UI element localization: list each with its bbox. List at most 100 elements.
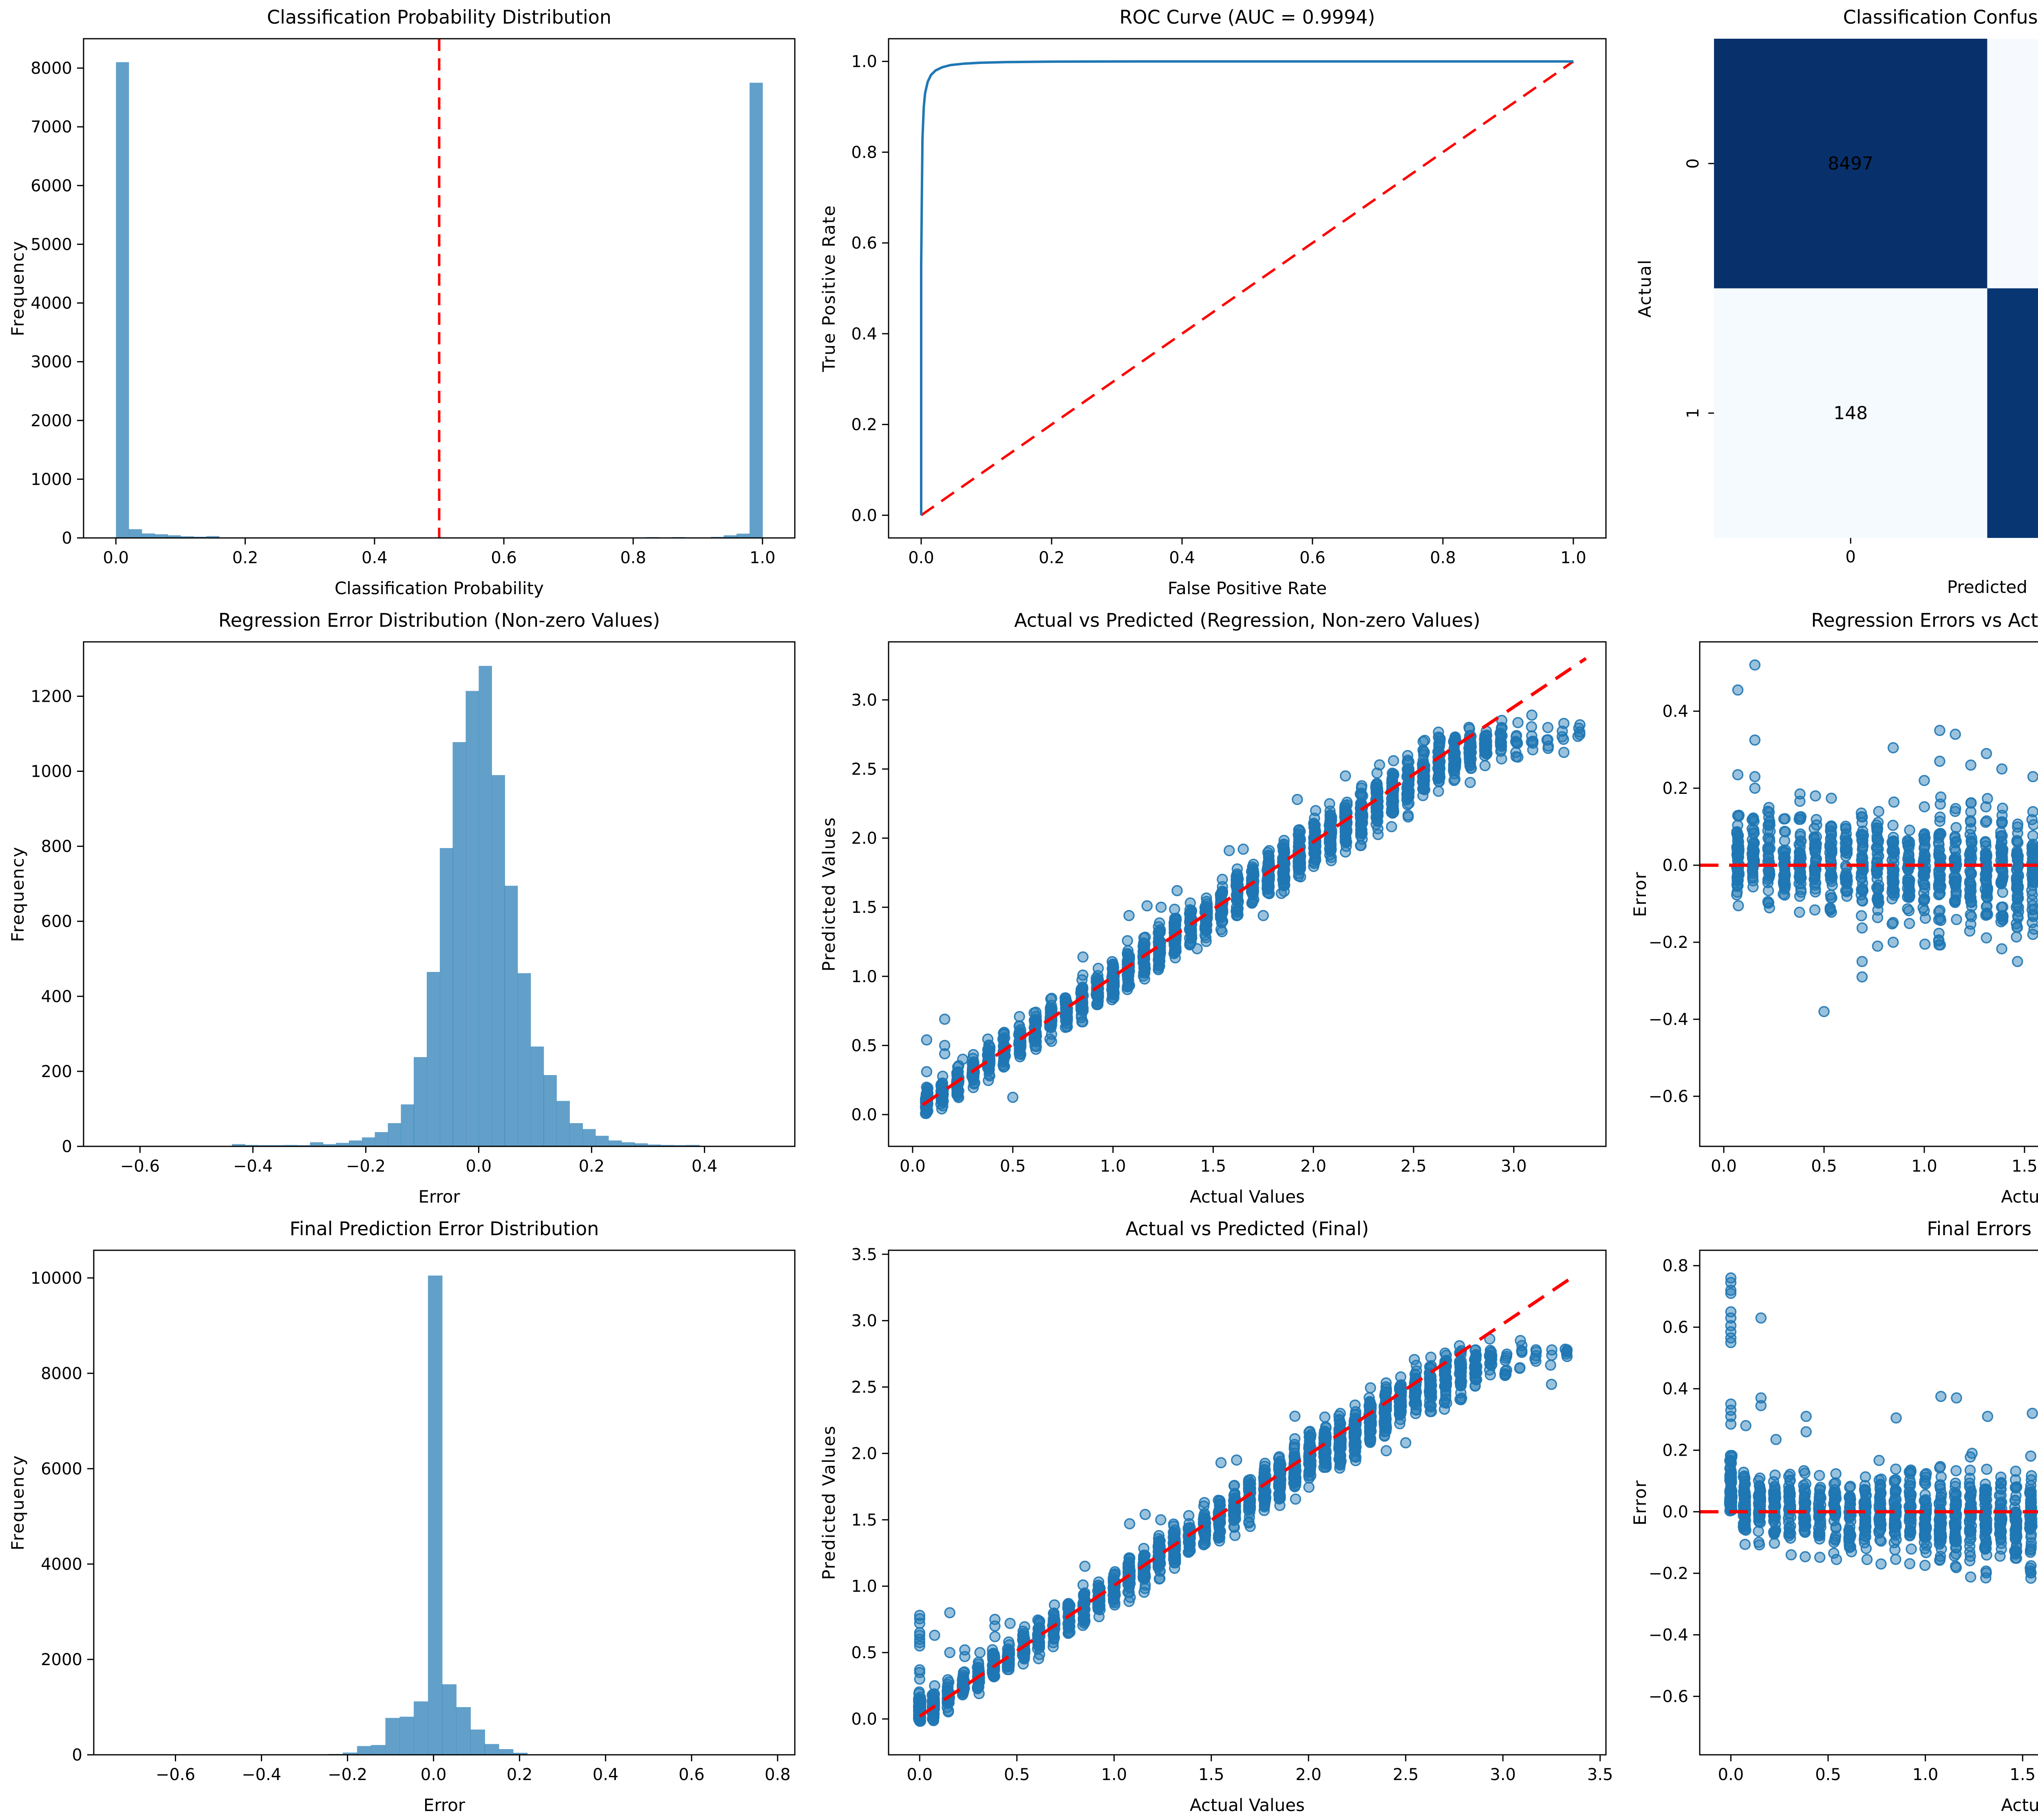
y-tick-label: 2.5 xyxy=(851,760,877,779)
confusion-cell-1-1 xyxy=(1987,288,2038,538)
scatter-point xyxy=(1872,904,1884,916)
scatter-point xyxy=(1810,865,1821,877)
scatter-point xyxy=(1417,790,1429,802)
y-axis-label: Actual xyxy=(1635,259,1655,318)
scatter-point xyxy=(1872,940,1884,952)
scatter-point xyxy=(1749,837,1760,849)
chart-title: Classification Probability Distribution xyxy=(267,6,611,28)
scatter-point xyxy=(1888,847,1899,859)
y-tick-label: 0.2 xyxy=(851,416,877,434)
scatter-point xyxy=(1887,820,1899,831)
x-tick-label: 0.8 xyxy=(765,1765,791,1784)
y-tick-label: 0 xyxy=(72,1746,82,1765)
scatter-point xyxy=(1184,937,1195,949)
scatter-point xyxy=(1152,1541,1164,1553)
scatter-point xyxy=(1169,903,1180,915)
scatter-point xyxy=(1496,740,1507,752)
histogram-bar xyxy=(465,691,479,1146)
x-tick-label: 0.0 xyxy=(421,1765,447,1784)
scatter-point xyxy=(1732,769,1744,780)
x-axis-label: False Positive Rate xyxy=(1168,578,1327,598)
x-axis-label: Error xyxy=(418,1187,460,1207)
scatter-point xyxy=(1278,835,1290,846)
scatter-point xyxy=(1293,824,1304,836)
scatter-point xyxy=(1139,973,1150,985)
y-tick-label: 10000 xyxy=(31,1269,82,1288)
scatter-point xyxy=(1919,939,1931,950)
scatter-point xyxy=(2011,849,2023,861)
scatter-point xyxy=(1856,922,1868,934)
scatter-point xyxy=(1403,811,1414,823)
scatter-point xyxy=(1512,717,1524,728)
scatter-point xyxy=(1762,833,1774,844)
scatter-point xyxy=(1293,859,1305,871)
histogram-bar xyxy=(556,1101,570,1146)
scatter-point xyxy=(1153,964,1164,976)
scatter-point xyxy=(1949,895,1961,907)
scatter-point xyxy=(1183,1510,1195,1521)
scatter-point xyxy=(1825,841,1837,853)
x-tick-label: −0.2 xyxy=(328,1765,367,1784)
scatter-point xyxy=(1733,841,1744,853)
scatter-point xyxy=(1919,905,1930,917)
roc-curve-line xyxy=(920,60,1573,516)
y-tick-label: 2.0 xyxy=(851,829,877,848)
y-tick-label: 4000 xyxy=(31,294,72,313)
scatter-point xyxy=(1764,816,1776,827)
scatter-point xyxy=(1981,907,1993,919)
scatter-point xyxy=(1934,815,1945,827)
scatter-point xyxy=(1903,883,1915,895)
scatter-point xyxy=(1748,824,1760,836)
histogram-bar xyxy=(168,535,181,538)
scatter-point xyxy=(1747,849,1758,860)
y-tick-label: 0.0 xyxy=(851,1106,877,1124)
histogram-bar xyxy=(492,775,505,1146)
scatter-point xyxy=(1887,742,1899,754)
scatter-point xyxy=(1340,846,1351,858)
scatter-point xyxy=(1810,790,1821,802)
chart-canvas: 0.0 0.5 1.0 1.5 2.0 2.5 3.0 3.50.00.51.01.52.02… xyxy=(811,1212,1622,1820)
chart-canvas: 0.0 0.5 1.0 1.5 2.0 2.5 3.0 0.0 0.5 1.0 1.5 2.0 2.5 3… xyxy=(811,603,1622,1212)
histogram-bar xyxy=(442,1684,457,1755)
x-tick-label: −0.6 xyxy=(120,1157,160,1176)
scatter-point xyxy=(1123,910,1135,921)
confusion-cell-0-1 xyxy=(1987,39,2038,289)
scatter-point xyxy=(1918,894,1930,906)
scatter-point xyxy=(1449,732,1461,744)
y-tick-label: 8000 xyxy=(41,1364,82,1383)
scatter-point xyxy=(1731,879,1743,890)
scatter-point xyxy=(939,1048,951,1060)
scatter-point xyxy=(1231,910,1242,921)
scatter-point xyxy=(1419,735,1431,746)
scatter-point xyxy=(1873,806,1884,817)
subplot-classification-probability-distribution: 0.0 0.2 0.4 0.6 0.8 1.0 0 1000 2000 3000 4000 5000 6… xyxy=(0,0,811,603)
chart-background xyxy=(0,0,811,603)
histogram-bar xyxy=(485,1744,499,1755)
scatter-point xyxy=(1248,870,1259,881)
scatter-point xyxy=(2027,929,2038,940)
histogram-bar xyxy=(737,533,750,538)
histogram-bar xyxy=(723,535,737,538)
y-tick-label: 2000 xyxy=(31,412,72,430)
scatter-point xyxy=(1811,838,1822,850)
scatter-point xyxy=(1572,731,1584,742)
scatter-point xyxy=(1856,817,1868,828)
scatter-point xyxy=(1449,773,1461,785)
y-tick-label: 0 xyxy=(62,1137,72,1156)
scatter-point xyxy=(1077,951,1089,963)
scatter-point xyxy=(1919,801,1930,813)
scatter-point xyxy=(1526,736,1537,748)
histogram-bar xyxy=(452,742,466,1146)
scatter-point xyxy=(1356,787,1367,799)
confusion-cell-0-0 xyxy=(1714,39,1987,289)
scatter-point xyxy=(998,1051,1010,1063)
scatter-point xyxy=(1732,831,1744,843)
histogram-bar xyxy=(569,1123,583,1146)
scatter-point xyxy=(968,1049,979,1060)
scatter-point xyxy=(1124,1565,1136,1577)
y-tick-label: 1200 xyxy=(31,687,72,706)
y-tick-label: 0.5 xyxy=(851,1036,877,1055)
scatter-point xyxy=(1826,820,1837,832)
chart-canvas: 0.0 0.2 0.4 0.6 0.8 1.0 0.0 0.2 0.4 0.6 0.8 1.0 ROC … xyxy=(811,0,1622,603)
scatter-point xyxy=(2028,819,2038,831)
